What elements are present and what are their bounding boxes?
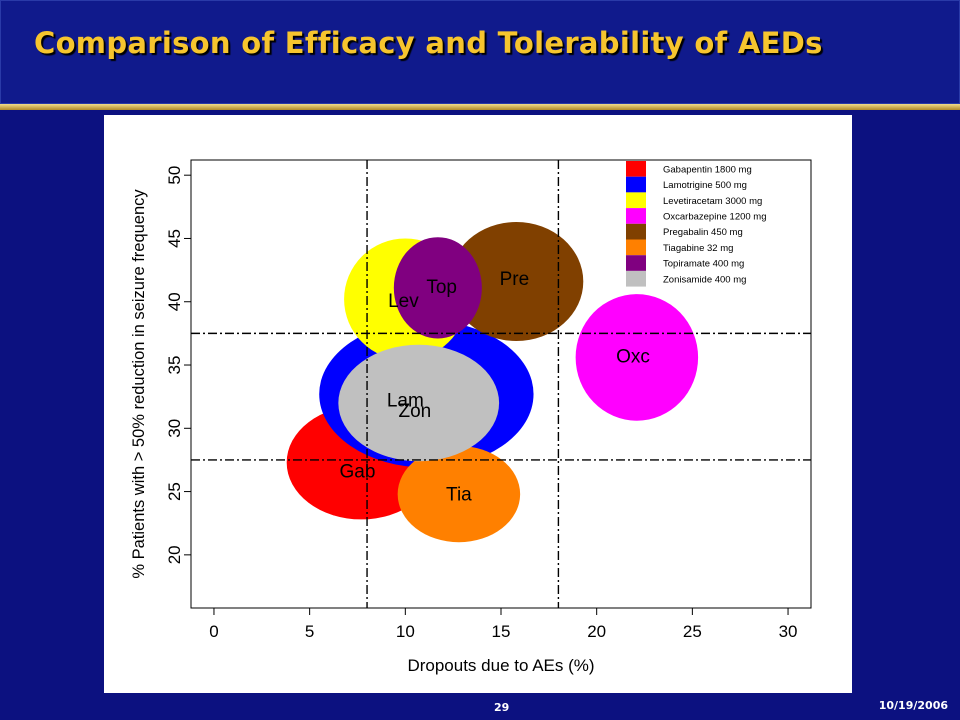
y-tick-label: 35 [165,356,184,375]
y-tick-label: 25 [165,482,184,501]
legend-swatch-gab [626,161,646,177]
header-divider [0,104,960,110]
legend-entry-pre: Pregabalin 450 mg [663,227,743,238]
legend-entry-oxc: Oxcarbazepine 1200 mg [663,211,767,222]
legend-entry-lev: Levetiracetam 3000 mg [663,196,762,207]
x-tick-label: 25 [683,622,702,641]
y-tick-label: 30 [165,419,184,438]
bubble-label-lam: Lam [387,391,424,412]
y-axis-label: % Patients with > 50% reduction in seizu… [130,189,148,579]
x-tick-label: 10 [396,622,415,641]
legend-swatch-pre [626,223,646,240]
x-tick-label: 15 [492,622,511,641]
bubble-tia [397,446,521,543]
bubble-label-tia: Tia [446,484,472,505]
legend-swatch-tia [626,239,646,256]
x-tick-label: 30 [779,622,798,641]
reference-lines [191,160,811,608]
bubble-label-layer: Gab Lam Lev Oxc Pre Tia Top Zon [340,269,650,505]
legend: Gabapentin 1800 mg Lamotrigine 500 mg Leve… [626,161,767,287]
legend-entry-top: Topiramate 400 mg [663,259,744,270]
page-number: 29 [494,701,510,714]
x-axis-label: Dropouts due to AEs (%) [407,656,594,675]
slide-title: Comparison of Efficacy and Tolerability … [34,26,823,60]
bubble-label-pre: Pre [500,269,530,290]
y-tick-label: 45 [165,229,184,248]
bubble-chart: Gab Lam Lev Oxc Pre Tia Top Zon 0 5 10 15 20 25 30 20… [130,159,812,675]
legend-swatch-lam [626,176,646,193]
bubble-layer [286,222,699,543]
y-axis: 20 25 30 35 40 45 50 [165,166,191,564]
bubble-top [393,237,482,339]
legend-entry-tia: Tiagabine 32 mg [663,243,733,254]
legend-swatch-zon [626,270,646,287]
x-tick-label: 0 [209,622,218,641]
bubble-oxc [575,294,699,421]
bubble-zon [338,344,500,462]
legend-swatch-oxc [626,208,646,224]
bubble-pre [449,222,584,341]
bubble-label-lev: Lev [388,291,419,312]
y-tick-label: 50 [165,166,184,185]
legend-entry-lam: Lamotrigine 500 mg [663,180,747,191]
legend-swatch-top [626,255,646,271]
x-axis: 0 5 10 15 20 25 30 [209,608,797,641]
bubble-label-top: Top [426,277,457,298]
bubble-label-gab: Gab [340,462,376,483]
y-tick-label: 40 [165,292,184,311]
date-stamp: 10/19/2006 [878,699,948,712]
header-band [0,0,960,104]
x-tick-label: 5 [305,622,314,641]
legend-entry-zon: Zonisamide 400 mg [663,274,746,285]
y-tick-label: 20 [165,545,184,564]
x-tick-label: 20 [587,622,606,641]
bubble-label-oxc: Oxc [616,346,650,367]
chart-panel: Gab Lam Lev Oxc Pre Tia Top Zon 0 5 10 15 20 25 30 20… [104,115,852,693]
legend-swatch-lev [626,192,646,209]
bubble-label-zon: Zon [399,401,432,422]
legend-entry-gab: Gabapentin 1800 mg [663,164,752,175]
